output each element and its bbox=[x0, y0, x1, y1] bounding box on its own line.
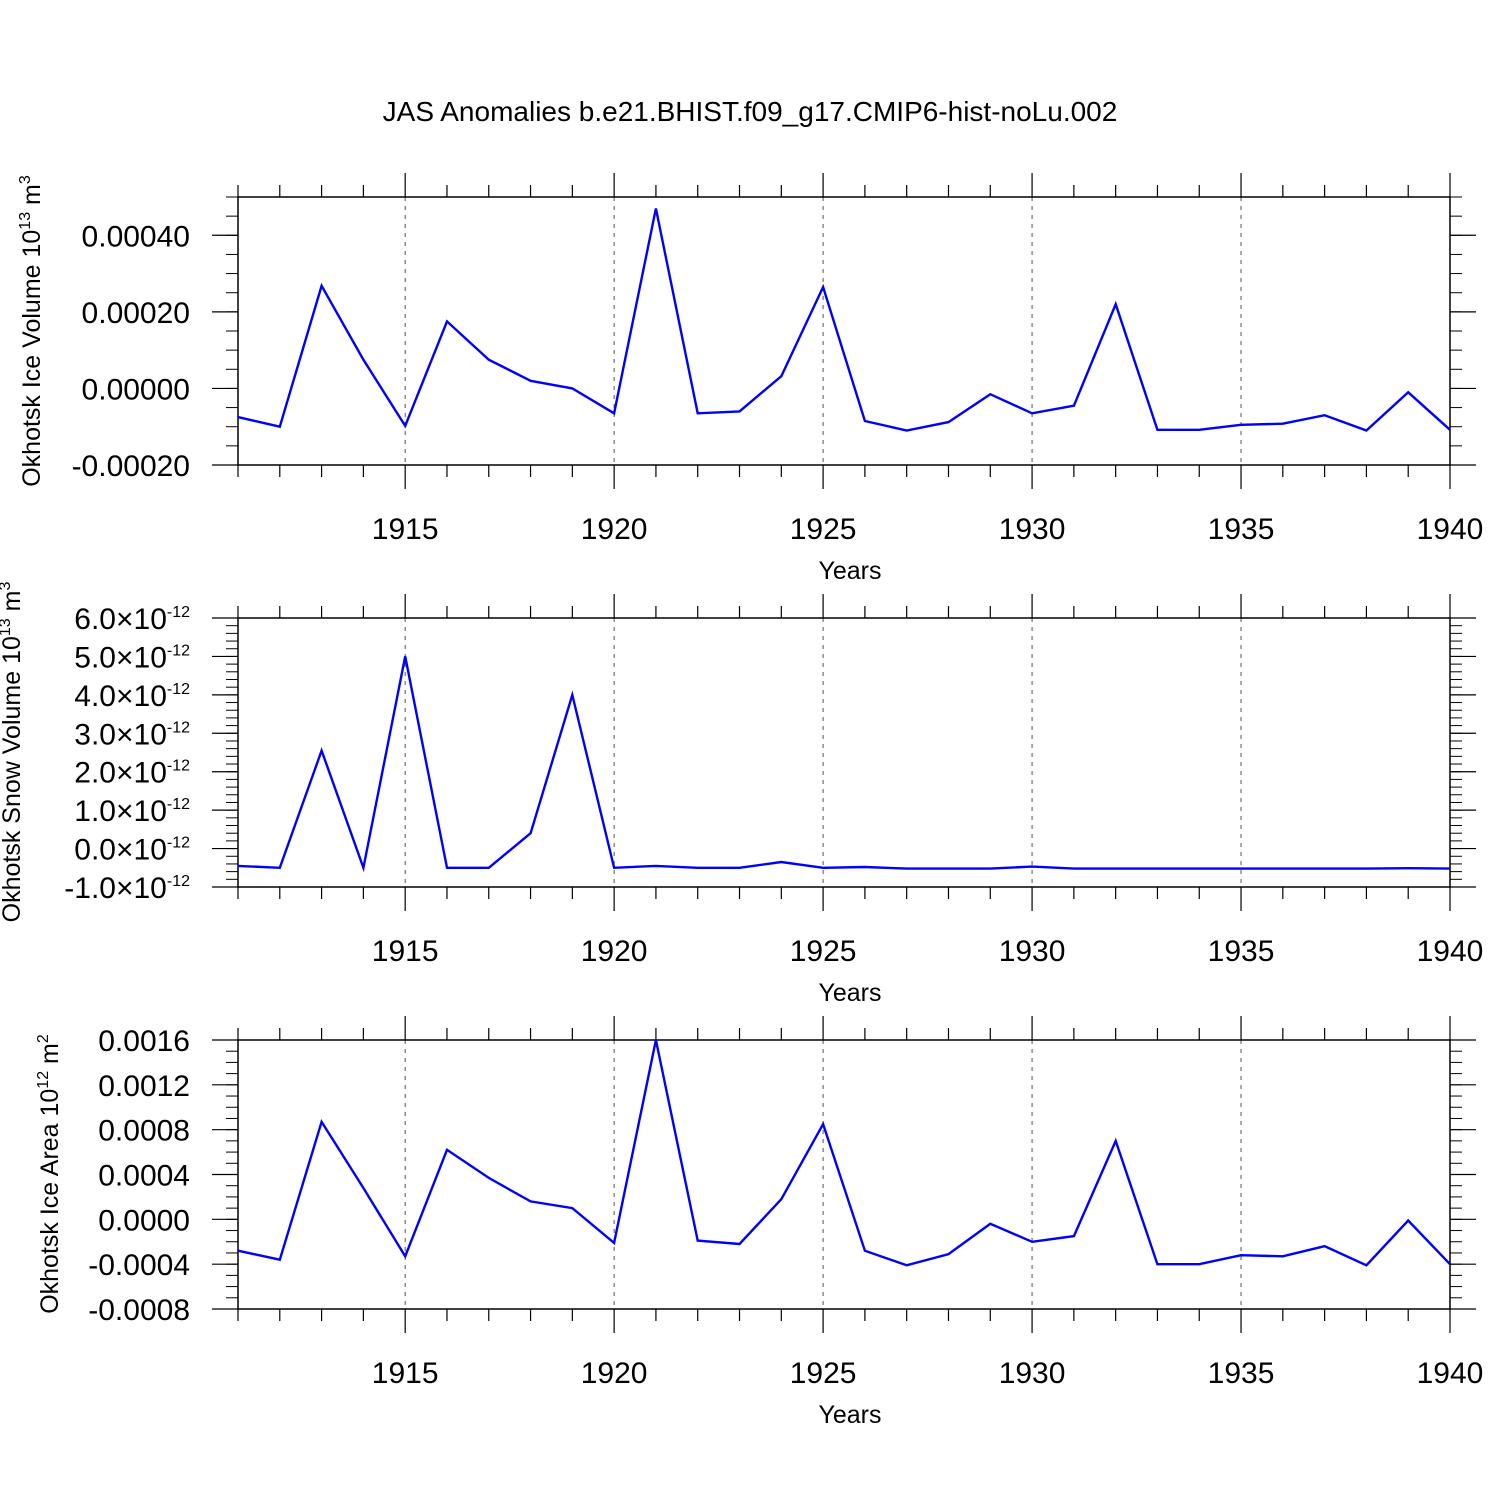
y-axis-label: Okhotsk Ice Area 1012 m2 bbox=[35, 1034, 64, 1314]
y-tick-label-value: 0.0008 bbox=[98, 1115, 190, 1148]
x-tick-label: 1940 bbox=[1417, 1357, 1484, 1390]
y-tick-label: -0.0004 bbox=[88, 1249, 190, 1282]
y-tick-label: 3.0×10-12 bbox=[74, 718, 190, 751]
panels: 1915 1920 1925 1930 1935 1940 Years -0.00020 0.0… bbox=[0, 173, 1483, 1429]
y-tick-label: 4.0×10-12 bbox=[74, 680, 190, 713]
y-axis-label-ylabel-main: Okhotsk Ice Area 10 bbox=[36, 1089, 64, 1314]
y-tick-label-value: 0.0000 bbox=[98, 1204, 190, 1237]
y-axis-label-ylabel-exp: 13 bbox=[17, 212, 34, 230]
y-tick-label: 0.00040 bbox=[82, 220, 190, 253]
y-axis-label-ylabel-unit-exp: 3 bbox=[0, 582, 14, 591]
y-tick-label-exponent: -12 bbox=[167, 758, 190, 775]
y-tick-label: 2.0×10-12 bbox=[74, 757, 190, 790]
x-tick-label: 1925 bbox=[790, 513, 857, 546]
y-tick-label: -1.0×10-12 bbox=[64, 872, 190, 905]
y-axis-label-ylabel-exp: 12 bbox=[35, 1071, 52, 1089]
y-tick-label: 0.0012 bbox=[98, 1070, 190, 1103]
y-tick-label: 0.0×10-12 bbox=[74, 834, 190, 867]
y-tick-label-value: 0.0012 bbox=[98, 1070, 190, 1103]
chart-title: JAS Anomalies b.e21.BHIST.f09_g17.CMIP6-… bbox=[383, 96, 1118, 127]
x-tick-label: 1915 bbox=[372, 513, 439, 546]
x-tick-label: 1930 bbox=[999, 1357, 1066, 1390]
y-tick-label-exponent: -12 bbox=[167, 835, 190, 852]
y-tick-label: 1.0×10-12 bbox=[74, 795, 190, 828]
series-line bbox=[237, 656, 1451, 873]
y-tick-label: 0.0000 bbox=[98, 1204, 190, 1237]
y-tick-label-value: 5.0×10 bbox=[74, 641, 167, 674]
y-tick-label-value: 0.00000 bbox=[82, 373, 190, 406]
x-tick-label: 1920 bbox=[581, 1357, 648, 1390]
y-tick-label: -0.00020 bbox=[72, 450, 190, 483]
x-tick-label: 1935 bbox=[1208, 935, 1275, 968]
y-tick-label-value: 0.0016 bbox=[98, 1025, 190, 1058]
y-tick-label: 6.0×10-12 bbox=[74, 603, 190, 636]
y-tick-label: 0.0016 bbox=[98, 1025, 190, 1058]
x-tick-label: 1915 bbox=[372, 935, 439, 968]
y-tick-label: 0.00000 bbox=[82, 373, 190, 406]
y-tick-label-value: 0.0004 bbox=[98, 1160, 190, 1193]
x-tick-label: 1915 bbox=[372, 1357, 439, 1390]
y-tick-label-exponent: -12 bbox=[167, 681, 190, 698]
y-axis-label-ylabel-unit: m bbox=[0, 591, 26, 619]
panel-1: 1915 1920 1925 1930 1935 1940 Years -0.00020 0.0… bbox=[17, 173, 1483, 585]
y-axis-label-ylabel-unit-exp: 3 bbox=[17, 175, 34, 184]
plot-frame bbox=[237, 617, 1451, 888]
y-tick-label: 0.00020 bbox=[82, 297, 190, 330]
x-tick-label: 1925 bbox=[790, 1357, 857, 1390]
x-tick-label: 1940 bbox=[1417, 513, 1484, 546]
y-tick-label-exponent: -12 bbox=[167, 642, 190, 659]
y-tick-label-value: 6.0×10 bbox=[74, 603, 167, 636]
x-axis-label: Years bbox=[818, 979, 881, 1007]
x-tick-label: 1920 bbox=[581, 935, 648, 968]
y-tick-label: -0.0008 bbox=[88, 1294, 190, 1327]
x-tick-label: 1940 bbox=[1417, 935, 1484, 968]
y-tick-label-value: 4.0×10 bbox=[74, 680, 167, 713]
x-tick-label: 1925 bbox=[790, 935, 857, 968]
y-tick-label-value: 2.0×10 bbox=[74, 757, 167, 790]
y-axis-label-ylabel-main: Okhotsk Snow Volume 10 bbox=[0, 636, 26, 922]
y-tick-label-value: 1.0×10 bbox=[74, 795, 167, 828]
y-axis-label-ylabel-exp: 13 bbox=[0, 618, 14, 636]
y-tick-label-value: -0.0004 bbox=[88, 1249, 190, 1282]
x-tick-label: 1935 bbox=[1208, 513, 1275, 546]
y-tick-label-value: -0.0008 bbox=[88, 1294, 190, 1327]
y-tick-label-value: 0.0×10 bbox=[74, 834, 167, 867]
series-line bbox=[237, 208, 1451, 432]
y-tick-label: 5.0×10-12 bbox=[74, 641, 190, 674]
panel-3: 1915 1920 1925 1930 1935 1940 Years -0.0008 -0.0… bbox=[35, 1016, 1483, 1429]
y-tick-label-value: 0.00040 bbox=[82, 220, 190, 253]
y-tick-label-value: 0.00020 bbox=[82, 297, 190, 330]
x-tick-label: 1930 bbox=[999, 935, 1066, 968]
x-tick-label: 1920 bbox=[581, 513, 648, 546]
plot-frame bbox=[237, 1039, 1451, 1310]
y-axis-label: Okhotsk Ice Volume 1013 m3 bbox=[17, 175, 46, 487]
y-tick-label-exponent: -12 bbox=[167, 604, 190, 621]
y-tick-label: 0.0008 bbox=[98, 1115, 190, 1148]
x-axis-label: Years bbox=[818, 1401, 881, 1429]
x-axis-label: Years bbox=[818, 557, 881, 585]
x-tick-label: 1935 bbox=[1208, 1357, 1275, 1390]
y-tick-label-exponent: -12 bbox=[167, 719, 190, 736]
x-tick-label: 1930 bbox=[999, 513, 1066, 546]
y-tick-label: 0.0004 bbox=[98, 1160, 190, 1193]
y-axis-label-ylabel-main: Okhotsk Ice Volume 10 bbox=[18, 230, 46, 487]
y-tick-label-exponent: -12 bbox=[167, 796, 190, 813]
y-axis-label-ylabel-unit-exp: 2 bbox=[35, 1034, 52, 1043]
y-tick-label-value: 3.0×10 bbox=[74, 718, 167, 751]
y-axis-label-ylabel-unit: m bbox=[18, 184, 46, 212]
y-axis-label: Okhotsk Snow Volume 1013 m3 bbox=[0, 582, 26, 923]
y-tick-label-value: -0.00020 bbox=[72, 450, 190, 483]
series-line bbox=[237, 1039, 1451, 1267]
panel-2: 1915 1920 1925 1930 1935 1940Years-1.0×10-120… bbox=[0, 582, 1483, 1007]
y-tick-label-value: -1.0×10 bbox=[64, 872, 167, 905]
y-axis-label-ylabel-unit: m bbox=[36, 1043, 64, 1071]
y-tick-label-exponent: -12 bbox=[167, 873, 190, 890]
